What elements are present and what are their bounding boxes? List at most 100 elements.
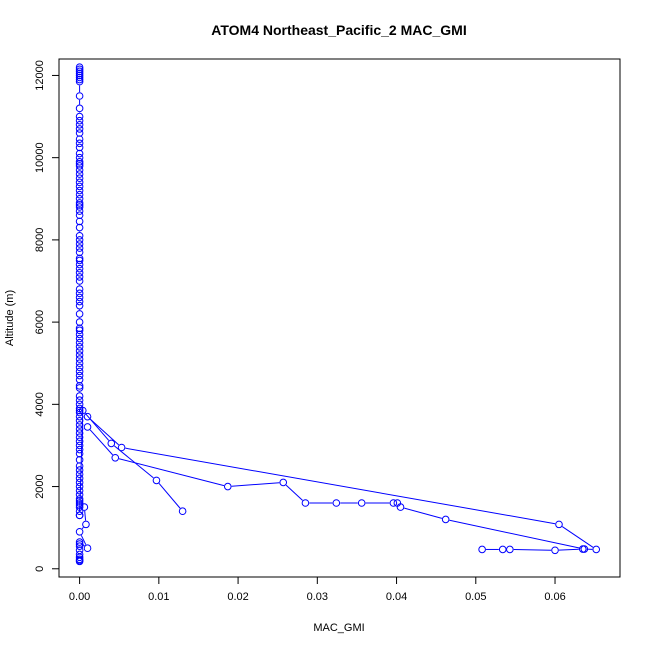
data-point [75, 501, 84, 509]
y-tick-label: 10000 [34, 142, 46, 173]
data-point [75, 174, 84, 183]
data-point [75, 162, 84, 170]
data-point [223, 482, 232, 491]
data-point [279, 478, 288, 487]
data-point [75, 433, 84, 442]
data-point [75, 125, 84, 133]
series-line-segment [285, 484, 303, 501]
data-point [75, 190, 84, 199]
data-point [75, 511, 84, 520]
data-point [75, 330, 84, 339]
data-point [75, 236, 84, 244]
x-axis: 0.00 0.01 0.02 0.03 0.04 0.05 0.06 [69, 576, 566, 603]
data-point [75, 244, 84, 252]
data-point [75, 425, 84, 433]
data-point [75, 421, 84, 429]
data-point [75, 371, 84, 380]
data-point [75, 139, 84, 148]
data-point [75, 289, 84, 298]
data-point [75, 367, 84, 376]
data-point [75, 553, 84, 562]
y-tick-label: 2000 [34, 474, 46, 498]
y-axis-label: Altitude (m) [4, 290, 16, 346]
data-point [75, 104, 84, 113]
data-point [555, 520, 563, 529]
data-point [75, 482, 84, 491]
data-point [75, 297, 84, 306]
data-point [111, 453, 120, 462]
data-point [75, 92, 84, 100]
data-point [75, 182, 84, 191]
data-point [75, 170, 84, 178]
data-point [332, 499, 341, 507]
data-point [178, 507, 187, 516]
data-point [75, 264, 84, 273]
data-point [478, 545, 486, 554]
data-point [75, 363, 84, 372]
data-point [75, 486, 84, 495]
data-point [75, 207, 84, 215]
data-point [75, 199, 84, 207]
data-point [357, 499, 366, 507]
series-line-segment [125, 447, 556, 525]
series-line-segment [89, 429, 114, 456]
x-tick-label: 0.01 [148, 591, 169, 603]
data-point [75, 334, 84, 343]
series-line-segment [158, 483, 181, 509]
data-point [75, 135, 84, 143]
series-line-segment [513, 549, 552, 551]
data-point [75, 231, 84, 240]
data-point [75, 542, 84, 550]
y-axis: 0 2000 4000 6000 8000 10000 12000 [34, 60, 60, 572]
data-point [82, 520, 90, 529]
data-point [75, 478, 84, 487]
series-line-segment [81, 527, 84, 530]
data-point [75, 178, 84, 187]
series-line-segment [79, 414, 84, 512]
data-point [75, 277, 84, 285]
data-point [75, 75, 84, 84]
x-tick-label: 0.05 [465, 591, 486, 603]
data-point [75, 166, 84, 174]
data-point [498, 545, 507, 554]
data-point [75, 157, 84, 166]
data-point [75, 338, 84, 347]
data-point [75, 310, 84, 318]
series-line-segment [231, 482, 280, 487]
series-line-segment [90, 418, 120, 446]
data-point [152, 476, 161, 485]
data-point [75, 223, 84, 232]
data-point [75, 240, 84, 248]
x-tick-label: 0.00 [69, 591, 90, 603]
data-point [75, 268, 84, 277]
data-point [75, 203, 84, 211]
data-point [551, 546, 559, 555]
x-tick-label: 0.06 [544, 591, 565, 603]
data-point [75, 538, 84, 546]
data-point [107, 439, 116, 448]
data-point [75, 347, 84, 355]
data-point [75, 445, 84, 454]
data-point [75, 116, 84, 125]
y-tick-label: 4000 [34, 392, 46, 416]
series-line-segment [449, 519, 581, 549]
data-point [75, 285, 84, 294]
data-point [75, 273, 84, 281]
data-point [78, 406, 87, 415]
data-point [75, 256, 84, 265]
data-point [75, 260, 84, 269]
data-point [75, 474, 84, 483]
data-point [75, 355, 84, 363]
data-point [75, 462, 84, 470]
data-point [75, 73, 84, 82]
data-point [75, 396, 84, 405]
series-line-segment [84, 413, 110, 441]
data-point [75, 112, 84, 121]
data-point [80, 503, 89, 511]
data-point [75, 342, 84, 351]
data-point [75, 149, 84, 158]
data-point [75, 382, 84, 390]
data-point [301, 499, 310, 507]
x-tick-label: 0.04 [386, 591, 407, 603]
